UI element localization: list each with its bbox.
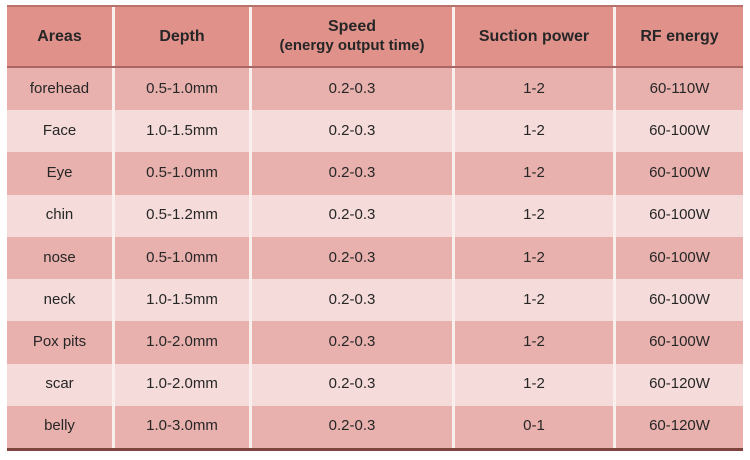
cell-depth: 0.5-1.2mm	[115, 194, 252, 237]
column-header-rf-energy: RF energy	[616, 7, 743, 66]
table-row: neck 1.0-1.5mm 0.2-0.3 1-2 60-100W	[7, 279, 743, 322]
table-row: belly 1.0-3.0mm 0.2-0.3 0-1 60-120W	[7, 405, 743, 448]
table-row: scar 1.0-2.0mm 0.2-0.3 1-2 60-120W	[7, 363, 743, 406]
cell-rf-energy: 60-100W	[649, 248, 710, 266]
table-row: Face 1.0-1.5mm 0.2-0.3 1-2 60-100W	[7, 110, 743, 153]
cell-speed: 0.2-0.3	[252, 363, 455, 406]
cell-suction-power: 1-2	[455, 152, 616, 195]
column-header-rf-energy-label: RF energy	[640, 27, 719, 45]
cell-area: Eye	[7, 152, 115, 195]
cell-speed: 0.2-0.3	[252, 405, 455, 448]
table-row: forehead 0.5-1.0mm 0.2-0.3 1-2 60-110W	[7, 68, 743, 111]
column-header-depth-label: Depth	[159, 27, 205, 45]
treatment-parameters-table: Areas Depth Speed (energy output time) S…	[7, 5, 743, 451]
table-row: Pox pits 1.0-2.0mm 0.2-0.3 1-2 60-100W	[7, 321, 743, 364]
column-header-depth: Depth	[115, 7, 252, 66]
cell-suction-power: 1-2	[455, 321, 616, 364]
cell-speed: 0.2-0.3	[252, 152, 455, 195]
cell-rf-energy: 60-100W	[649, 206, 710, 224]
cell-area: nose	[7, 236, 115, 280]
cell-area: belly	[7, 405, 115, 448]
cell-depth: 0.5-1.0mm	[115, 236, 252, 280]
cell-depth: 1.0-2.0mm	[115, 363, 252, 406]
cell-rf-energy: 60-120W	[649, 375, 710, 393]
cell-suction-power: 1-2	[455, 110, 616, 153]
cell-suction-power: 1-2	[455, 279, 616, 322]
table-body: forehead 0.5-1.0mm 0.2-0.3 1-2 60-110W F…	[7, 68, 743, 448]
table-header-row: Areas Depth Speed (energy output time) S…	[7, 7, 743, 68]
column-header-suction-power-label: Suction power	[478, 27, 590, 45]
cell-depth: 1.0-3.0mm	[115, 405, 252, 448]
cell-suction-power: 0-1	[455, 405, 616, 448]
cell-depth: 0.5-1.0mm	[115, 152, 252, 195]
cell-area: Face	[7, 110, 115, 153]
table-row: chin 0.5-1.2mm 0.2-0.3 1-2 60-100W	[7, 194, 743, 237]
cell-area: neck	[7, 279, 115, 322]
cell-speed: 0.2-0.3	[252, 321, 455, 364]
cell-speed: 0.2-0.3	[252, 236, 455, 280]
cell-rf-energy: 60-100W	[649, 290, 710, 308]
cell-area: forehead	[7, 68, 115, 111]
table-row: Eye 0.5-1.0mm 0.2-0.3 1-2 60-100W	[7, 152, 743, 195]
cell-speed: 0.2-0.3	[252, 194, 455, 237]
column-header-areas: Areas	[7, 7, 115, 66]
cell-speed: 0.2-0.3	[252, 110, 455, 153]
cell-suction-power: 1-2	[455, 68, 616, 111]
cell-suction-power: 1-2	[455, 236, 616, 280]
column-header-speed-label: Speed	[327, 18, 376, 36]
cell-suction-power: 1-2	[455, 194, 616, 237]
cell-speed: 0.2-0.3	[252, 68, 455, 111]
cell-speed: 0.2-0.3	[252, 279, 455, 322]
column-header-suction-power: Suction power	[455, 7, 616, 66]
cell-depth: 0.5-1.0mm	[115, 68, 252, 111]
cell-rf-energy: 60-100W	[649, 333, 710, 351]
column-header-speed-sublabel: (energy output time)	[279, 37, 425, 55]
column-header-areas-label: Areas	[37, 27, 82, 45]
cell-suction-power: 1-2	[455, 363, 616, 406]
cell-area: Pox pits	[7, 321, 115, 364]
cell-rf-energy: 60-110W	[649, 79, 710, 97]
cell-rf-energy: 60-120W	[649, 417, 710, 435]
cell-depth: 1.0-1.5mm	[115, 279, 252, 322]
cell-rf-energy: 60-100W	[649, 164, 710, 182]
column-header-speed: Speed (energy output time)	[252, 7, 455, 66]
cell-rf-energy: 60-100W	[649, 121, 710, 139]
cell-area: scar	[7, 363, 115, 406]
cell-area: chin	[7, 194, 115, 237]
table-row: nose 0.5-1.0mm 0.2-0.3 1-2 60-100W	[7, 236, 743, 280]
cell-depth: 1.0-2.0mm	[115, 321, 252, 364]
cell-depth: 1.0-1.5mm	[115, 110, 252, 153]
